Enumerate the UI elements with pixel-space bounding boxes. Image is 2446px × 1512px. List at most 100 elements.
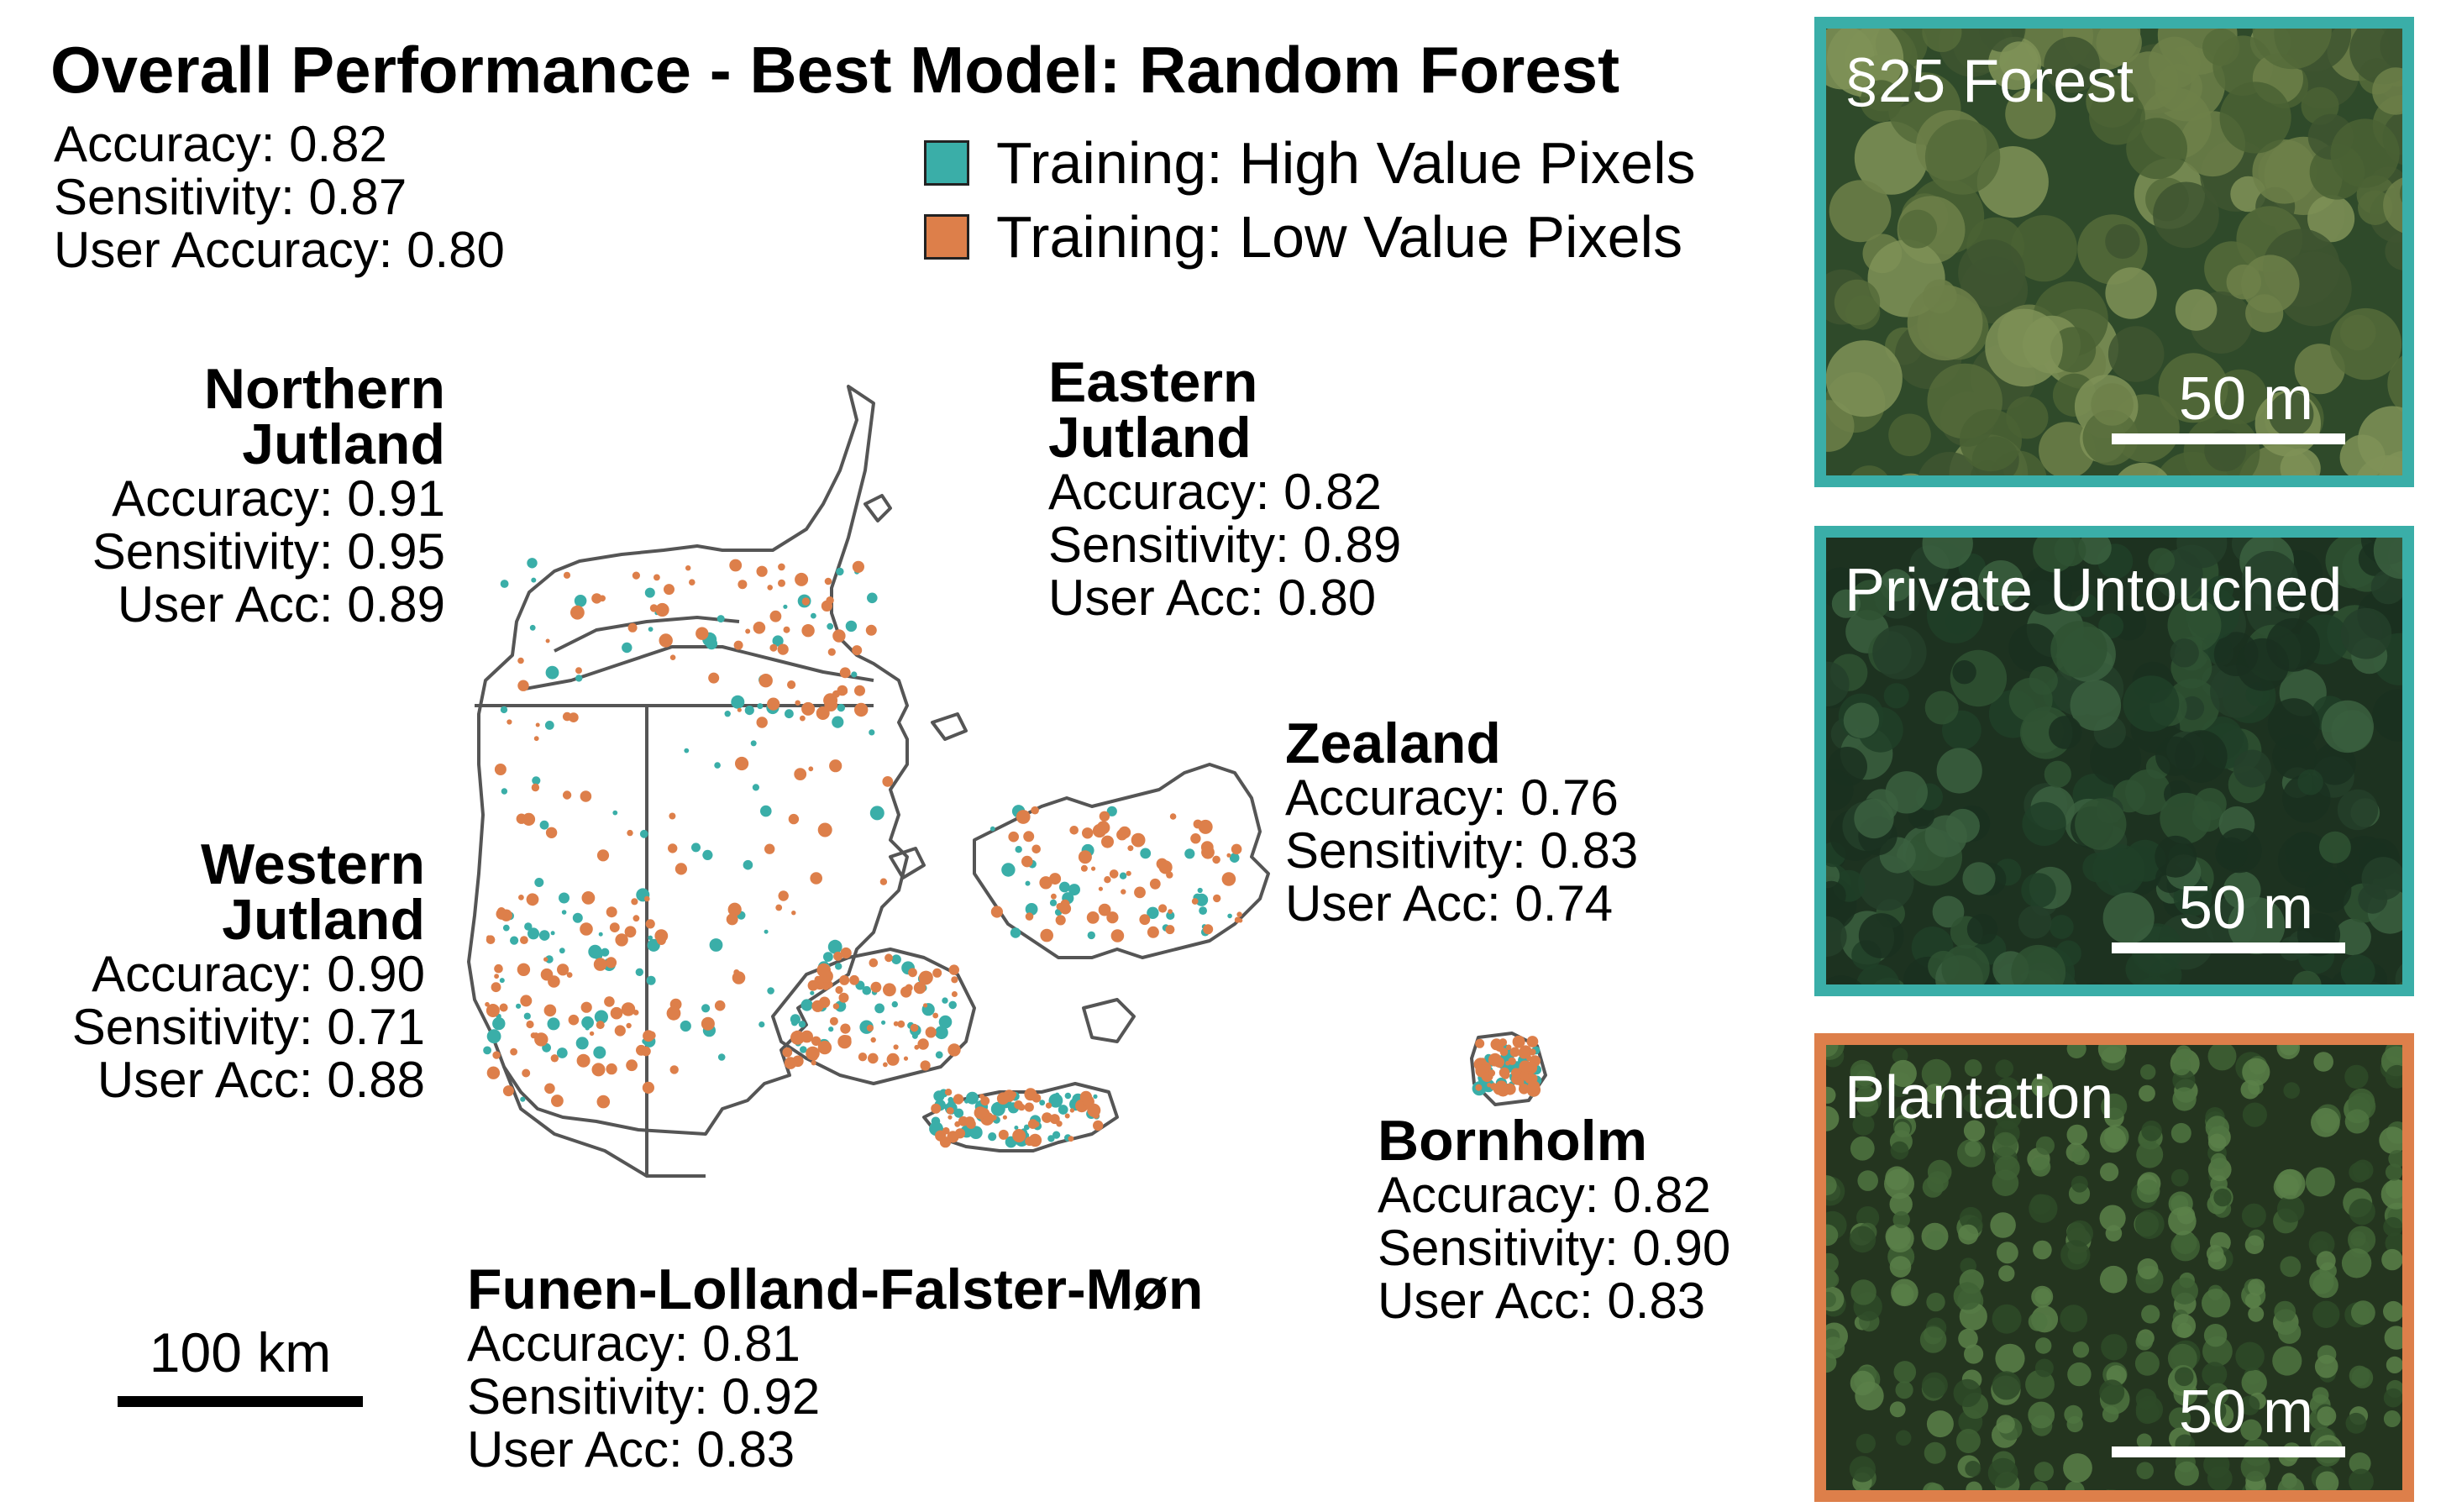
tree-crown: [2344, 1064, 2369, 1089]
training-pixel: [605, 957, 617, 969]
tree-crown: [2050, 621, 2107, 678]
training-pixel: [1166, 911, 1175, 920]
training-pixel: [635, 968, 643, 976]
tree-crown: [1895, 1381, 1913, 1399]
tree-crown: [2141, 1121, 2162, 1142]
tree-crown: [1987, 1457, 2018, 1488]
tree-crown: [2148, 548, 2176, 575]
tree-crown: [2025, 1369, 2055, 1399]
training-pixel: [772, 635, 784, 647]
training-pixel: [840, 1023, 851, 1034]
tree-crown: [1965, 1461, 1981, 1477]
training-pixel: [1039, 876, 1052, 890]
tree-crown: [2307, 195, 2355, 243]
training-pixel: [966, 1091, 979, 1105]
training-pixel: [948, 964, 959, 975]
tree-crown: [1996, 1415, 2015, 1434]
training-pixel: [756, 717, 768, 728]
training-pixel: [580, 790, 592, 802]
tree-crown: [1850, 1494, 1881, 1503]
tree-crown: [2385, 1163, 2402, 1181]
training-pixel: [576, 1053, 591, 1068]
training-pixel: [764, 929, 769, 934]
tree-crown: [2383, 1410, 2401, 1427]
training-pixel: [606, 1063, 617, 1075]
tree-crown: [2158, 353, 2228, 423]
training-pixel: [839, 974, 850, 985]
training-pixel: [974, 1106, 987, 1120]
training-pixel: [544, 721, 554, 730]
training-pixel: [1021, 855, 1033, 868]
region-eastern-jutland: Eastern Jutland Accuracy: 0.82 Sensitivi…: [1048, 354, 1401, 624]
tree-crown: [1932, 895, 1965, 928]
training-pixel: [851, 671, 858, 678]
training-pixel: [897, 1020, 905, 1028]
region-name: Eastern: [1048, 350, 1258, 414]
tree-crown: [2345, 1412, 2367, 1434]
map-scale-bar: 100 km: [118, 1320, 363, 1407]
training-pixel: [701, 1016, 715, 1031]
training-pixel: [1092, 823, 1107, 838]
tree-crown: [1889, 1059, 1917, 1088]
tree-crown: [1850, 465, 1888, 475]
training-pixel: [782, 1047, 793, 1058]
training-pixel: [870, 1037, 876, 1043]
tree-crown: [2277, 1476, 2305, 1490]
panel-scale-line: [2112, 942, 2345, 953]
training-pixel: [923, 1003, 928, 1008]
training-pixel: [840, 947, 852, 959]
tree-crown: [2312, 1239, 2328, 1255]
training-pixel: [566, 972, 573, 978]
training-pixel: [593, 958, 607, 971]
training-pixel: [615, 933, 628, 947]
tree-crown: [2272, 1346, 2302, 1376]
training-pixel: [1197, 887, 1203, 894]
training-pixel: [483, 1046, 491, 1055]
training-pixel: [964, 1116, 975, 1127]
training-pixel: [1493, 1082, 1506, 1095]
tree-crown: [2034, 1358, 2054, 1378]
tree-crown: [1852, 1113, 1875, 1136]
tree-crown: [2066, 1124, 2088, 1146]
training-pixel: [1014, 1100, 1023, 1110]
training-pixel: [1087, 931, 1095, 940]
training-pixel: [834, 1000, 847, 1012]
training-pixel: [1027, 1119, 1038, 1129]
tree-crown: [2244, 1235, 2265, 1254]
training-pixel: [627, 622, 638, 633]
tree-crown: [2071, 1175, 2088, 1193]
training-pixel: [727, 902, 742, 916]
training-pixel: [827, 648, 836, 656]
tree-crown: [1994, 1155, 2020, 1181]
training-pixel: [1526, 1036, 1539, 1047]
training-pixel: [1001, 863, 1016, 877]
tree-crown: [2329, 307, 2402, 381]
tree-crown: [2175, 1045, 2192, 1062]
training-pixel: [547, 1017, 560, 1031]
tree-crown: [2385, 1232, 2402, 1254]
training-pixel: [778, 563, 785, 571]
training-pixel: [1109, 869, 1119, 879]
training-pixel: [647, 938, 660, 952]
tree-crown: [2171, 1314, 2197, 1338]
region-name: Jutland: [242, 412, 445, 476]
tree-crown: [1898, 209, 1938, 249]
training-pixel: [869, 806, 884, 821]
tree-crown: [1883, 683, 1909, 709]
training-pixel: [942, 1126, 950, 1135]
tree-crown: [2171, 1277, 2198, 1305]
training-pixel: [1169, 813, 1177, 820]
training-pixel: [838, 992, 849, 1003]
tree-crown: [2011, 944, 2066, 984]
training-pixel: [494, 764, 507, 775]
training-pixel: [561, 910, 567, 915]
training-pixel: [1226, 853, 1231, 858]
region-user-acc: User Acc: 0.83: [467, 1421, 795, 1478]
training-pixel: [1126, 870, 1131, 876]
training-pixel: [996, 1092, 1010, 1105]
tree-crown: [1857, 1170, 1878, 1191]
region-name: Funen-Lolland-Falster-Møn: [467, 1257, 1204, 1321]
tree-crown: [2140, 1064, 2156, 1080]
training-pixel: [1092, 1111, 1100, 1119]
training-pixel: [575, 1037, 589, 1050]
